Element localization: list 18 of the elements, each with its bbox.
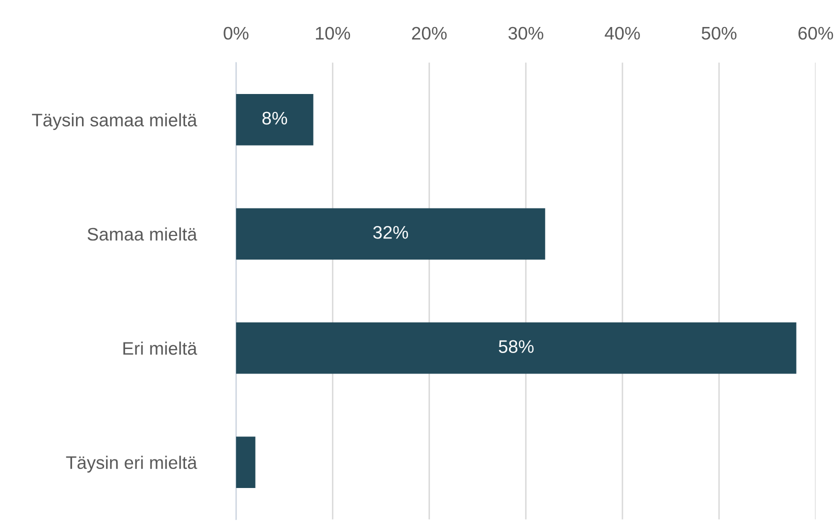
bar <box>236 208 546 260</box>
x-tick-label: 50% <box>702 26 736 40</box>
data-label: 32% <box>373 226 408 239</box>
x-tick-label: 10% <box>316 26 350 40</box>
x-tick-label: 20% <box>412 26 447 40</box>
data-label: 58% <box>498 340 534 353</box>
x-tick-label: 0% <box>224 26 248 40</box>
x-tick-label: 40% <box>604 26 640 40</box>
bar <box>236 94 314 146</box>
y-tick-label: Täysin samaa mieltä <box>32 113 198 130</box>
x-tick-label: 30% <box>508 26 544 40</box>
data-label: 8% <box>262 112 288 125</box>
bar <box>236 322 796 374</box>
y-tick-label: Täysin eri mieltä <box>66 456 198 473</box>
bar <box>236 436 256 488</box>
x-tick-label: 60% <box>798 26 834 40</box>
y-tick-label: Eri mieltä <box>123 342 198 355</box>
y-tick-label: Samaa mieltä <box>88 227 198 241</box>
